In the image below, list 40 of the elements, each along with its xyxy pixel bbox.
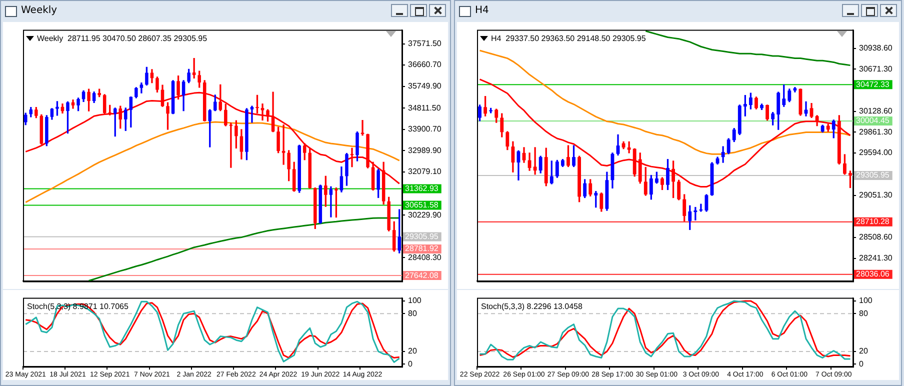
ref-line-label: 29305.95: [405, 232, 439, 241]
y-tick-label: 20: [859, 346, 868, 356]
y-tick-label: 34811.50: [408, 103, 442, 112]
y-tick-label: 28241.30: [859, 254, 893, 263]
y-tick-label: 33900.70: [408, 124, 442, 134]
y-tick-label: 0: [408, 359, 413, 368]
y-tick-label: 28408.30: [408, 252, 442, 262]
ref-line-label: 27642.08: [405, 270, 439, 280]
y-tick-label: 0: [859, 359, 864, 368]
y-tick-label: 100: [408, 296, 422, 306]
y-tick-label: 29051.30: [859, 190, 893, 200]
chart-subtitle: H4: [475, 4, 489, 18]
ref-line-label: 31362.93: [405, 184, 439, 193]
y-tick-label: 36660.70: [408, 60, 442, 70]
ref-line-label: 30004.45: [856, 116, 890, 126]
y-tick-label: 32989.90: [408, 146, 442, 155]
y-tick-label: 30938.60: [859, 43, 893, 52]
y-tick-label: 20: [408, 346, 418, 356]
y-tick-label: 30128.60: [859, 106, 893, 116]
y-tick-label: 35749.90: [408, 81, 442, 90]
y-tick-label: 80: [408, 308, 418, 318]
text: Weekly 28711.95 30470.50 28607.35 29305.95: [37, 34, 208, 44]
y-tick-label: 29594.00: [859, 148, 893, 158]
y-tick-label: 28508.60: [859, 232, 893, 242]
y-tick-label: 32079.10: [408, 167, 442, 176]
ref-line-label: 29305.95: [856, 170, 890, 180]
ref-line-label: 30472.33: [856, 80, 890, 89]
ref-line-label: 28036.06: [856, 270, 890, 279]
ref-line-label: 30651.58: [405, 200, 439, 210]
ref-line-label: 28710.28: [856, 217, 890, 226]
y-tick-label: 30671.30: [859, 64, 893, 74]
y-tick-label: 100: [859, 296, 873, 306]
ref-line-label: 28781.92: [405, 244, 439, 254]
y-tick-label: 29861.30: [859, 127, 893, 136]
chart-subtitle: Weekly: [21, 4, 58, 18]
text: Stoch(5,3,3) 8.2296 13.0458: [481, 302, 583, 312]
y-tick-label: 30229.90: [408, 210, 442, 220]
y-tick-label: 37571.50: [408, 38, 442, 48]
text: H4 29337.50 29363.50 29148.50 29305.95: [491, 34, 646, 44]
y-tick-label: 80: [859, 308, 868, 318]
